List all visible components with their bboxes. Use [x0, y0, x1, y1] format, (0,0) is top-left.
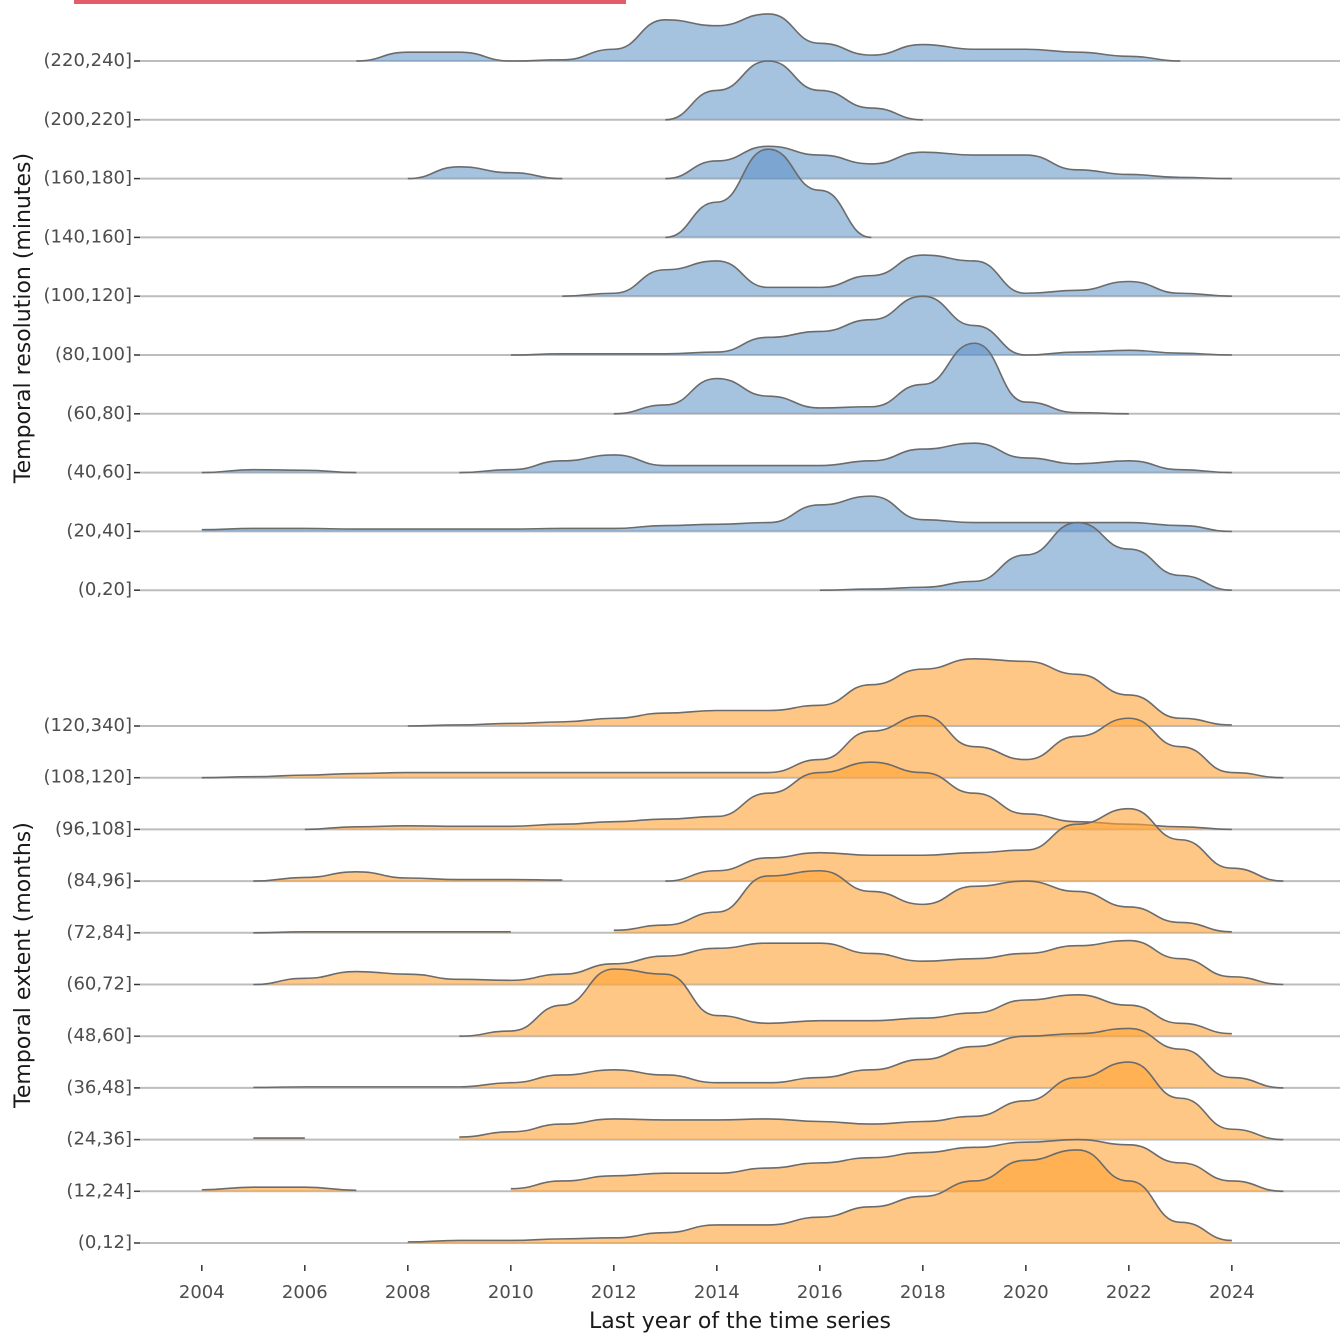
y-tick-label: (80,100]: [55, 344, 132, 365]
ridge-outline: [613, 342, 1129, 415]
x-tick-label: 2010: [488, 1282, 534, 1303]
ridge-area: [665, 61, 923, 120]
ridge-area: [253, 808, 1284, 882]
y-tick-label: (12,24]: [66, 1180, 132, 1201]
ridge-outline: [562, 254, 1232, 297]
ridge-outline: [253, 807, 1284, 882]
y-tick-label: (24,36]: [66, 1129, 132, 1150]
ridge-area: [304, 762, 1232, 830]
y-tick-label: (48,60]: [66, 1025, 132, 1046]
y-tick-label: (220,240]: [44, 50, 132, 71]
x-tick-label: 2020: [1003, 1282, 1049, 1303]
ridge-area: [356, 13, 1181, 61]
ridge-outline: [201, 714, 1284, 779]
x-tick-label: 2024: [1209, 1282, 1255, 1303]
ridge-area: [459, 968, 1232, 1037]
y-axis-title: Temporal extent (months): [11, 822, 36, 1109]
ridge-area: [407, 146, 1232, 179]
ridge-outline: [304, 761, 1232, 831]
x-tick-label: 2006: [282, 1282, 328, 1303]
y-tick-label: (60,80]: [66, 403, 132, 424]
ridge-outline: [510, 295, 1232, 356]
ridge-outline: [201, 495, 1232, 533]
ridge-outline: [201, 442, 1232, 474]
ridge-outline: [407, 1149, 1232, 1243]
ridge-area: [613, 343, 1129, 414]
y-tick-label: (0,20]: [78, 579, 132, 600]
ridge-outline: [253, 1061, 1284, 1141]
x-tick-label: 2008: [385, 1282, 431, 1303]
y-tick-label: (0,12]: [78, 1232, 132, 1253]
ridge-area: [510, 296, 1232, 355]
ridge-area: [665, 149, 872, 238]
ridge-outline: [665, 60, 923, 121]
y-tick-label: (96,108]: [55, 818, 132, 839]
y-tick-label: (108,120]: [44, 767, 132, 788]
ridge-outline: [407, 145, 1232, 180]
ridge-area: [253, 1062, 1284, 1140]
ridge-outline: [201, 1138, 1284, 1193]
y-tick-label: (100,120]: [44, 285, 132, 306]
y-tick-label: (40,60]: [66, 462, 132, 483]
x-axis-title: Last year of the time series: [589, 1309, 891, 1334]
ridge-outline: [459, 968, 1232, 1037]
y-tick-label: (36,48]: [66, 1077, 132, 1098]
x-tick-label: 2016: [797, 1282, 843, 1303]
y-tick-label: (160,180]: [44, 168, 132, 189]
y-tick-label: (72,84]: [66, 922, 132, 943]
y-tick-label: (140,160]: [44, 226, 132, 247]
ridge-area: [201, 715, 1284, 778]
y-tick-label: (84,96]: [66, 870, 132, 891]
ridge-outline: [253, 939, 1284, 986]
ridge-area: [407, 1149, 1232, 1243]
ridge-area: [201, 443, 1232, 473]
ridge-outline: [253, 869, 1232, 934]
y-tick-label: (20,40]: [66, 520, 132, 541]
header-accent: [74, 0, 626, 4]
ridge-area: [562, 255, 1232, 297]
x-tick-label: 2022: [1106, 1282, 1152, 1303]
y-tick-label: (120,340]: [44, 715, 132, 736]
ridge-outline: [356, 13, 1181, 62]
ridge-outline: [665, 148, 872, 239]
x-tick-label: 2004: [179, 1282, 225, 1303]
ridge-area: [253, 940, 1284, 985]
ridge-area: [407, 658, 1232, 726]
ridge-area: [253, 1028, 1284, 1088]
ridge-outline: [407, 657, 1232, 727]
ridge-outline: [819, 521, 1232, 591]
y-axis-title: Temporal resolution (minutes): [11, 153, 36, 484]
y-tick-label: (60,72]: [66, 974, 132, 995]
ridge-area: [819, 522, 1232, 591]
x-tick-label: 2014: [694, 1282, 740, 1303]
ridge-outline: [253, 1027, 1284, 1089]
x-tick-label: 2012: [591, 1282, 637, 1303]
y-tick-label: (200,220]: [44, 109, 132, 130]
x-tick-label: 2018: [900, 1282, 946, 1303]
